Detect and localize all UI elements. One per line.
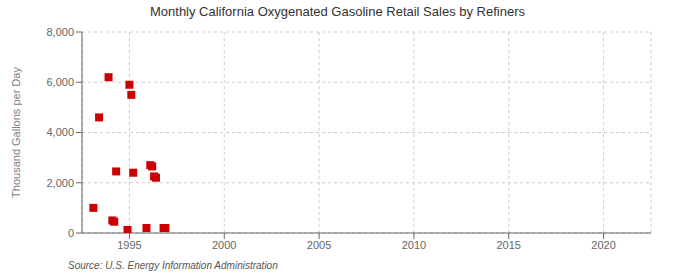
html-text:Monthly California Oxygenated: Monthly California Oxygenated Gasoline R… (150, 4, 525, 19)
svg-text:4,000: 4,000 (46, 126, 74, 138)
svg-text:2,000: 2,000 (46, 177, 74, 189)
svg-text:2020: 2020 (591, 239, 615, 251)
svg-text:Thousand Gallons per Day: Thousand Gallons per Day (10, 67, 22, 198)
svg-text:6,000: 6,000 (46, 76, 74, 88)
svg-text:2015: 2015 (497, 239, 521, 251)
svg-text:8,000: 8,000 (46, 26, 74, 38)
html-text:Source: U.S. Energy Informatio: Source: U.S. Energy Information Administ… (68, 260, 278, 271)
svg-text:2005: 2005 (307, 239, 331, 251)
svg-text:2010: 2010 (402, 239, 426, 251)
svg-text:2000: 2000 (212, 239, 236, 251)
svg-text:1995: 1995 (117, 239, 141, 251)
svg-text:0: 0 (68, 227, 74, 239)
